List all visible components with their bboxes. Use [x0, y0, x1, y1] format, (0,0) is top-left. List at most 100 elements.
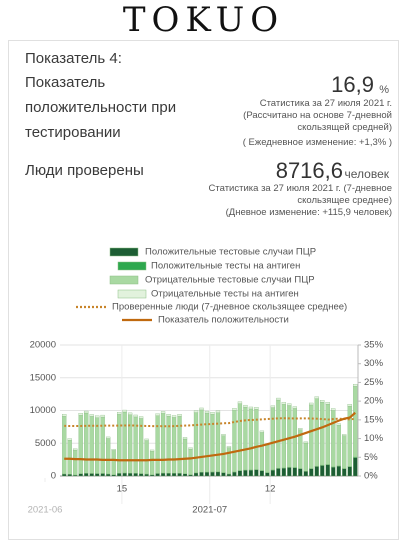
bar-segment: [106, 474, 110, 476]
bar-segment: [353, 384, 357, 386]
bar-segment: [249, 409, 253, 470]
bar-segment: [183, 437, 187, 439]
bar-segment: [238, 404, 242, 471]
bar-segment: [331, 408, 335, 410]
bar-segment: [287, 404, 291, 406]
bar-segment: [331, 467, 335, 476]
bar-segment: [243, 470, 247, 476]
bar-segment: [128, 415, 132, 473]
bar-segment: [287, 406, 291, 468]
bar-segment: [106, 437, 110, 439]
bar-segment: [79, 474, 83, 476]
bar-segment: [326, 404, 330, 464]
bar-segment: [183, 474, 187, 476]
bar-segment: [145, 439, 149, 441]
bar-segment: [68, 474, 72, 476]
bar-segment: [211, 412, 215, 414]
bar-segment: [320, 400, 324, 402]
bar-segment: [315, 399, 319, 466]
bar-segment: [123, 473, 127, 476]
bar-segment: [260, 431, 264, 433]
metric-title: Люди проверены: [25, 162, 144, 179]
bar-segment: [353, 458, 357, 476]
bar-segment: [348, 467, 352, 476]
metric-note: Статистика за 27 июля 2021 г.: [260, 98, 392, 109]
bar-segment: [200, 472, 204, 476]
bar-segment: [232, 472, 236, 476]
metric-note: Статистика за 27 июля 2021 г. (7-дневное: [209, 183, 392, 194]
bar-segment: [150, 451, 154, 475]
metric-note: скользящей средней): [297, 122, 392, 133]
metric-unit: %: [379, 84, 389, 96]
bar-segment: [260, 433, 264, 471]
metric-note: (Рассчитано на основе 7-дневной: [243, 110, 392, 121]
bar-segment: [337, 425, 341, 466]
bar-segment: [156, 414, 160, 416]
bar-segment: [216, 413, 220, 472]
bar-segment: [315, 467, 319, 476]
bar-segment: [298, 469, 302, 476]
bar-segment: [128, 413, 132, 415]
bar-segment: [90, 474, 94, 476]
bar-segment: [238, 402, 242, 404]
bar-segment: [101, 474, 105, 476]
bar-segment: [112, 475, 116, 476]
bar-segment: [249, 407, 253, 409]
y2-tick-label: 10%: [364, 433, 384, 444]
bar-segment: [95, 474, 99, 476]
bar-segment: [178, 473, 182, 476]
bar-segment: [200, 408, 204, 410]
y2-tick-label: 35%: [364, 340, 384, 351]
metric-title: положительности при: [25, 99, 176, 116]
bar-segment: [95, 416, 99, 418]
bar-segment: [139, 474, 143, 476]
legend-label: Показатель положительности: [158, 315, 289, 326]
bar-segment: [62, 474, 66, 476]
bar-segment: [342, 436, 346, 469]
bar-segment: [200, 410, 204, 472]
bar-segment: [161, 413, 165, 473]
bar-segment: [167, 414, 171, 416]
bar-segment: [337, 424, 341, 426]
bar-segment: [150, 475, 154, 476]
bar-segment: [309, 405, 313, 469]
bar-segment: [221, 473, 225, 476]
bar-segment: [205, 413, 209, 472]
metric-title: Показатель: [25, 74, 105, 91]
bar-segment: [304, 443, 308, 471]
bar-segment: [232, 410, 236, 472]
bar-segment: [232, 408, 236, 410]
y2-tick-label: 20%: [364, 396, 384, 407]
bar-segment: [337, 466, 341, 476]
x-tick-label: 15: [117, 484, 128, 495]
bar-segment: [309, 403, 313, 405]
bar-segment: [117, 412, 121, 414]
bar-segment: [298, 428, 302, 430]
y-tick-label: 0: [51, 471, 56, 482]
x-tick-label: 12: [265, 484, 276, 495]
y-tick-label: 15000: [30, 372, 56, 383]
bar-segment: [194, 411, 198, 413]
bar-segment: [117, 473, 121, 476]
y-tick-label: 20000: [30, 340, 56, 351]
legend-swatch: [110, 276, 138, 284]
bar-segment: [79, 415, 83, 473]
y2-tick-label: 30%: [364, 358, 384, 369]
bar-segment: [128, 473, 132, 476]
bar-segment: [73, 449, 77, 450]
metric-value: 16,9: [331, 72, 374, 98]
bar-segment: [265, 473, 269, 476]
bar-segment: [342, 434, 346, 435]
bar-segment: [189, 448, 193, 449]
x-tick-label: 2021-06: [28, 505, 63, 516]
bar-segment: [134, 415, 138, 417]
bar-segment: [194, 473, 198, 476]
bar-segment: [304, 442, 308, 443]
bar-segment: [68, 439, 72, 441]
bar-segment: [150, 450, 154, 451]
legend-label: Отрицательные тестовые случаи ПЦР: [145, 275, 315, 286]
metric-value: 8716,6: [276, 158, 343, 184]
bar-segment: [260, 471, 264, 476]
bar-segment: [211, 472, 215, 476]
